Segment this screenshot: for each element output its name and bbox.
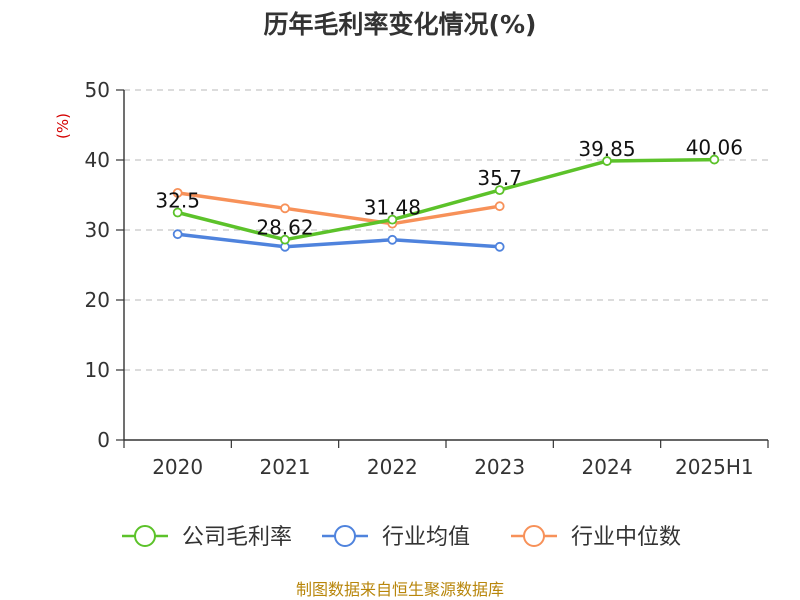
legend[interactable]: 公司毛利率 行业均值 行业中位数 [122,525,681,550]
y-axis-label: (%) [54,113,72,139]
data-source-footer: 制图数据来自恒生聚源数据库 [296,580,504,599]
legend-marker-icon [523,525,545,547]
point-0-5 [709,154,720,165]
series-line-1 [177,232,500,249]
legend-label: 公司毛利率 [182,525,292,550]
y-tick-label-50: 50 [85,78,110,102]
point-2-0 [172,187,183,198]
legend-label: 行业均值 [382,525,470,550]
series-line-2 [177,191,500,226]
legend-label: 行业中位数 [571,525,681,550]
point-0-4 [602,156,612,166]
series-line-0 [177,157,715,242]
point-1-0 [172,229,183,240]
legend-item-2[interactable]: 行业中位数 [511,525,681,550]
x-tick-label-2022: 2022 [367,455,418,479]
data-label-0: 32.5 [155,189,200,213]
y-tick-label-20: 20 [85,288,110,312]
gridlines [124,89,768,371]
chart-title: 历年毛利率变化情况(%) [264,10,537,39]
data-label-3: 35.7 [477,166,522,190]
x-tick-label-2021: 2021 [260,455,311,479]
x-tick-label-2024: 2024 [582,455,633,479]
x-tick-label-2025H1: 2025H1 [675,455,754,479]
legend-marker-icon [134,525,156,547]
data-labels: 32.5 28.62 31.48 35.7 39.85 40.06 [155,136,743,240]
axes: 0 10 20 30 40 50 2020 2021 2022 2023 2024 2025H1 [85,78,769,479]
point-0-2 [387,214,398,225]
y-tick-label-30: 30 [85,218,110,242]
point-1-2 [387,234,398,245]
y-tick-label-10: 10 [85,358,110,382]
x-tick-label-2023: 2023 [474,455,525,479]
point-0-3 [494,185,505,196]
data-label-2: 31.48 [364,196,421,220]
y-tick-label-0: 0 [97,428,110,452]
point-1-3 [494,241,505,252]
point-0-0 [172,207,183,218]
point-0-1 [280,234,290,245]
point-2-3 [494,201,505,212]
y-tick-label-40: 40 [85,148,110,172]
point-2-1 [280,203,290,214]
data-label-4: 39.85 [578,137,635,161]
legend-marker-icon [334,525,356,547]
legend-item-1[interactable]: 行业均值 [322,525,470,550]
x-tick-label-2020: 2020 [152,455,203,479]
data-label-1: 28.62 [256,216,313,240]
legend-item-0[interactable]: 公司毛利率 [122,525,292,550]
series-layer [172,154,720,252]
data-label-5: 40.06 [686,136,743,160]
